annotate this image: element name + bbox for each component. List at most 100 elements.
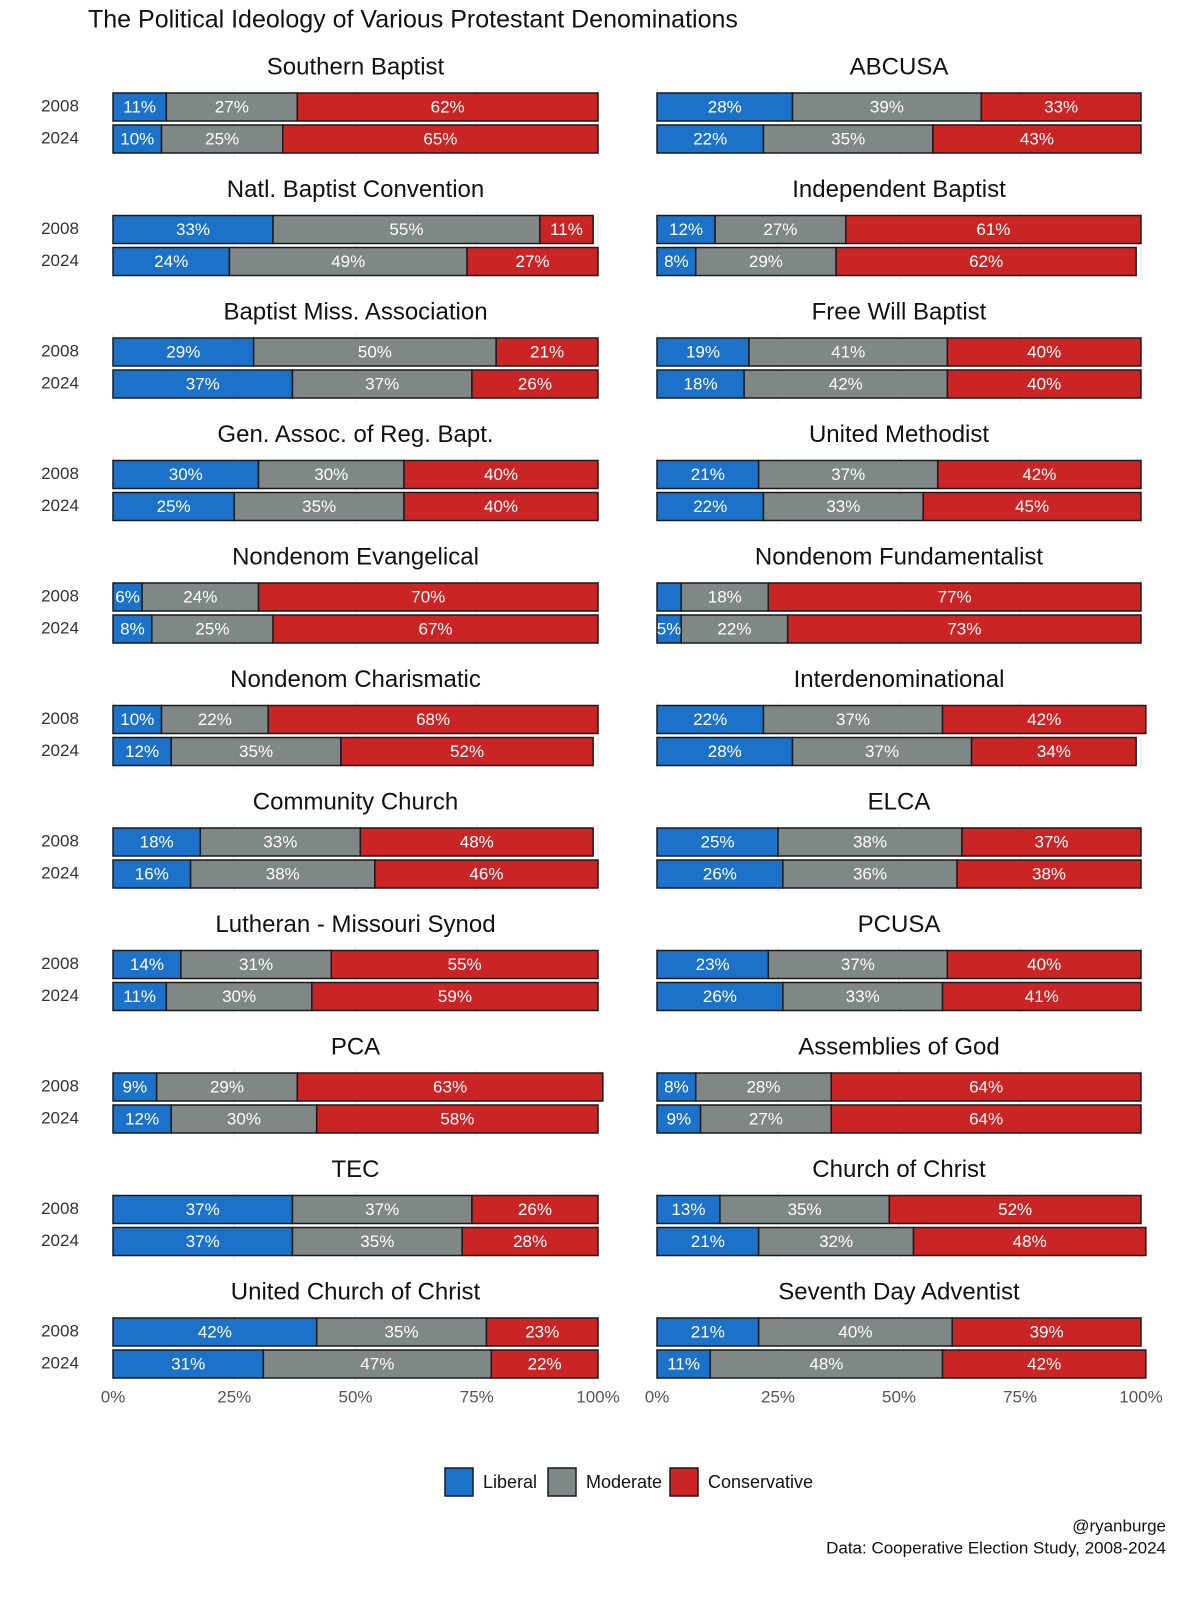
panel-title: Independent Baptist [792, 176, 1006, 203]
bar-segment [291, 1194, 473, 1225]
value-label: 24% [183, 587, 217, 606]
bar-segment [680, 614, 789, 644]
value-label: 33% [826, 497, 860, 516]
bar-segment [340, 736, 594, 767]
panel-title: PCUSA [858, 911, 941, 938]
value-label: 30% [169, 465, 203, 484]
value-label: 26% [518, 374, 552, 393]
value-label: 30% [314, 465, 348, 484]
value-label: 30% [227, 1109, 261, 1128]
value-label: 49% [331, 252, 365, 271]
panel-title: United Church of Christ [231, 1278, 481, 1305]
x-tick-label: 25% [761, 1387, 795, 1406]
bar-segment [656, 981, 784, 1012]
bar-segment [743, 369, 949, 399]
value-label: 21% [691, 1232, 725, 1251]
bar-segment [165, 92, 299, 122]
bar-segment [757, 1226, 915, 1257]
bar-segment [656, 582, 682, 612]
legend-label: Conservative [708, 1472, 813, 1492]
value-label: 42% [1027, 710, 1061, 729]
bar-segment [656, 246, 697, 277]
bar-segment [656, 704, 765, 735]
bar-segment [656, 337, 750, 367]
bar-segment [403, 459, 599, 490]
bar-segment [490, 1349, 599, 1379]
y-tick-label: 2008 [41, 219, 79, 238]
caption: Data: Cooperative Election Study, 2008-2… [826, 1538, 1166, 1557]
legend-label: Moderate [586, 1472, 662, 1492]
value-label: 55% [389, 220, 423, 239]
panel-title: Free Will Baptist [812, 298, 987, 325]
y-tick-label: 2024 [41, 496, 79, 515]
value-label: 42% [1022, 465, 1056, 484]
value-label: 39% [1030, 1322, 1064, 1341]
value-label: 27% [749, 1109, 783, 1128]
bar-segment [262, 1349, 493, 1379]
bar-segment [830, 1072, 1142, 1102]
bar-segment [359, 827, 594, 857]
value-label: 40% [484, 465, 518, 484]
x-tick-label: 25% [217, 1387, 251, 1406]
bar-segment [656, 92, 794, 122]
bar-segment [485, 1317, 599, 1347]
y-tick-label: 2024 [41, 251, 79, 270]
chart-title: The Political Ideology of Various Protes… [88, 6, 738, 34]
bar-segment [757, 459, 939, 490]
value-label: 23% [696, 955, 730, 974]
value-label: 12% [669, 220, 703, 239]
bar-segment [656, 491, 765, 522]
bar-segment [912, 1226, 1147, 1257]
y-tick-label: 2008 [41, 1199, 79, 1218]
panel-title: Interdenominational [794, 666, 1005, 693]
bar-segment [112, 1317, 318, 1347]
value-label: 47% [360, 1354, 394, 1373]
value-label: 5% [657, 619, 682, 638]
bar-segment [936, 459, 1142, 490]
value-label: 62% [431, 97, 465, 116]
value-label: 11% [550, 220, 583, 239]
bar-segment [315, 1104, 599, 1134]
value-label: 39% [870, 97, 904, 116]
bar-segment [291, 369, 473, 399]
bar-segment [922, 491, 1142, 522]
panel-title: Southern Baptist [267, 53, 445, 80]
value-label: 41% [1025, 987, 1059, 1006]
value-label: 48% [809, 1354, 843, 1373]
value-label: 65% [423, 129, 457, 148]
y-tick-label: 2024 [41, 1231, 79, 1250]
bar-segment [495, 337, 599, 367]
bar-segment [946, 337, 1142, 367]
panel-title: Nondenom Charismatic [230, 666, 481, 693]
value-label: 35% [360, 1232, 394, 1251]
bar-segment [539, 214, 594, 245]
bar-segment [112, 614, 153, 644]
x-tick-label: 0% [645, 1387, 670, 1406]
value-label: 37% [186, 1232, 220, 1251]
value-label: 27% [215, 97, 249, 116]
value-label: 64% [969, 1109, 1003, 1128]
value-label: 11% [123, 97, 156, 116]
bar-segment [282, 124, 599, 154]
bar-segment [951, 1317, 1142, 1347]
value-label: 22% [528, 1354, 562, 1373]
value-label: 8% [664, 252, 689, 271]
bar-segment [374, 859, 599, 889]
value-label: 9% [123, 1077, 148, 1096]
value-label: 22% [693, 497, 727, 516]
value-label: 21% [530, 342, 564, 361]
bar-segment [941, 981, 1142, 1012]
bar-segment [845, 214, 1142, 245]
bar-segment [719, 1194, 891, 1225]
bar-segment [680, 582, 770, 612]
value-label: 38% [853, 832, 887, 851]
bar-segment [762, 124, 934, 154]
value-label: 14% [130, 955, 164, 974]
bar-segment [956, 859, 1142, 889]
y-tick-label: 2024 [41, 863, 79, 882]
bar-segment [782, 981, 944, 1012]
legend-swatch [547, 1467, 577, 1497]
bar-segment [777, 827, 963, 857]
